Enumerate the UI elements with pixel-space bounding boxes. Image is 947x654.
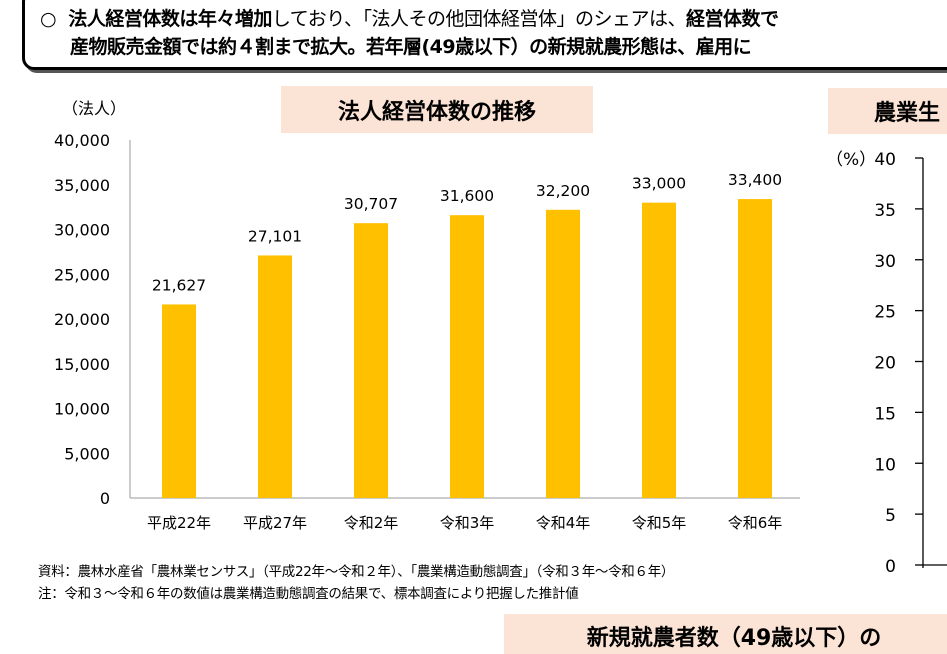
- chart-2-y-tick-label: 35: [874, 201, 896, 221]
- chart-2-y-tick-label: 40: [874, 150, 896, 170]
- bar: [258, 255, 292, 498]
- chart-2-y-tick-label: 15: [874, 404, 896, 424]
- bullet: ○: [40, 8, 57, 30]
- chart-2-y-tick-label: 20: [874, 354, 896, 374]
- data-label: 33,400: [728, 171, 782, 189]
- bar: [162, 304, 196, 498]
- x-tick-label: 平成27年: [243, 514, 307, 532]
- y-tick-label: 20,000: [54, 310, 110, 329]
- x-tick-label: 令和2年: [344, 514, 399, 532]
- chart-2-y-tick-label: 30: [874, 252, 896, 272]
- y-tick-label: 5,000: [64, 444, 110, 463]
- chart-2-y-axis-label: （%）: [826, 150, 876, 170]
- bar: [546, 209, 580, 498]
- headline-box: [22, 0, 947, 70]
- x-tick-label: 令和4年: [536, 514, 591, 532]
- headline-line-2: 産物販売金額では約４割まで拡大。若年層(49歳以下）の新規就農形態は、雇用に: [70, 36, 752, 58]
- y-tick-label: 35,000: [54, 176, 110, 195]
- bottom-chart-title: 新規就農者数（49歳以下）の: [504, 614, 947, 654]
- x-tick-label: 平成22年: [147, 514, 211, 532]
- bar: [738, 199, 772, 498]
- y-tick-label: 0: [100, 489, 110, 508]
- x-tick-label: 令和5年: [632, 514, 687, 532]
- chart-2-y-tick-label: 5: [885, 506, 896, 526]
- chart-2-y-tick-label: 0: [885, 557, 896, 577]
- chart-2-title: 農業生: [828, 88, 947, 134]
- x-tick-label: 令和3年: [440, 514, 495, 532]
- data-label: 31,600: [440, 187, 494, 205]
- bar: [450, 215, 484, 498]
- footnote: 注：令和３～令和６年の数値は農業構造動態調査の結果で、標本調査により把握した推計…: [38, 586, 579, 602]
- bar: [642, 202, 676, 498]
- y-tick-label: 15,000: [54, 355, 110, 374]
- headline-normal: しており、「法人その他団体経営体」のシェアは、: [271, 8, 687, 30]
- headline-bold-2: 経営体数で: [685, 8, 779, 30]
- y-tick-label: 25,000: [54, 265, 110, 284]
- chart-2-y-tick-label: 25: [874, 303, 896, 323]
- data-label: 32,200: [536, 182, 590, 200]
- headline-bold: 法人経営体数は年々増加: [68, 8, 272, 30]
- y-axis-label: （法人）: [62, 99, 126, 118]
- data-label: 27,101: [248, 227, 302, 245]
- headline-line-1: ○ 法人経営体数は年々増加しており、「法人その他団体経営体」のシェアは、経営体数…: [40, 4, 779, 31]
- data-label: 21,627: [152, 276, 206, 294]
- source-note: 資料：農林水産省「農林業センサス」（平成22年～令和２年）、「農業構造動態調査」…: [38, 564, 675, 580]
- bar: [354, 223, 388, 498]
- y-tick-label: 30,000: [54, 221, 110, 240]
- chart-title: 法人経営体数の推移: [281, 86, 593, 133]
- data-label: 30,707: [344, 195, 398, 213]
- y-tick-label: 40,000: [54, 131, 110, 150]
- x-tick-label: 令和6年: [728, 514, 783, 532]
- y-tick-label: 10,000: [54, 400, 110, 419]
- chart-2-y-tick-label: 10: [874, 455, 896, 475]
- data-label: 33,000: [632, 175, 686, 193]
